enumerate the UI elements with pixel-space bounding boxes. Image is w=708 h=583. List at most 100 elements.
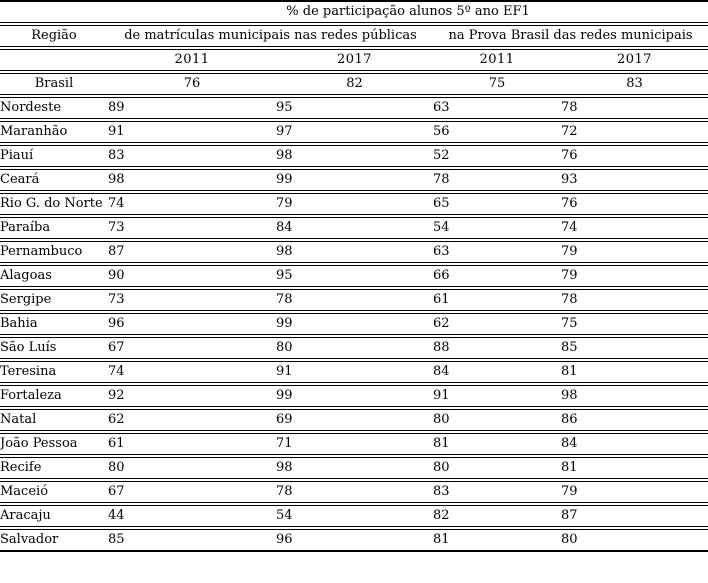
value-cell: 44 — [108, 508, 125, 523]
table-row: João Pessoa 61 71 81 84 — [0, 432, 708, 456]
summary-value-cell: 83 — [626, 76, 643, 91]
title-row: % de participação alunos 5º ano EF1 — [0, 1, 708, 24]
value-cell: 81 — [433, 436, 450, 451]
value-cell: 85 — [108, 532, 125, 547]
table-row: Natal 62 69 80 86 — [0, 408, 708, 432]
region-label: Pernambuco — [0, 244, 83, 259]
value-cell: 98 — [276, 148, 293, 163]
value-cell: 74 — [108, 364, 125, 379]
value-cell: 65 — [433, 196, 450, 211]
value-cell: 80 — [108, 460, 125, 475]
summary-row-brasil: Brasil 76 82 75 83 — [0, 72, 708, 96]
table-row: Pernambuco 87 98 63 79 — [0, 240, 708, 264]
value-cell: 95 — [276, 100, 293, 115]
year-row-spacer — [0, 48, 108, 72]
region-label: Bahia — [0, 316, 38, 331]
value-cell: 72 — [561, 124, 578, 139]
region-label: Salvador — [0, 532, 59, 547]
value-cell: 79 — [276, 196, 293, 211]
value-cell: 80 — [561, 532, 578, 547]
table-row: Aracaju 44 54 82 87 — [0, 504, 708, 528]
region-label: João Pessoa — [0, 436, 78, 451]
table-row: Maranhão 91 97 56 72 — [0, 120, 708, 144]
value-cell: 69 — [276, 412, 293, 427]
value-cell: 87 — [561, 508, 578, 523]
region-label: Piauí — [0, 148, 34, 163]
table-row: Recife 80 98 80 81 — [0, 456, 708, 480]
title-row-spacer — [0, 1, 108, 24]
table-row: Salvador 85 96 81 80 — [0, 528, 708, 551]
value-cell: 67 — [108, 340, 125, 355]
region-label: Alagoas — [0, 268, 52, 283]
value-cell: 96 — [276, 532, 293, 547]
region-label: Maceió — [0, 484, 49, 499]
value-cell: 80 — [276, 340, 293, 355]
year-header-prova-2017: 2017 — [616, 52, 653, 67]
table-row: Maceió 67 78 83 79 — [0, 480, 708, 504]
value-cell: 98 — [561, 388, 578, 403]
region-label: Recife — [0, 460, 42, 475]
value-cell: 99 — [276, 172, 293, 187]
value-cell: 84 — [276, 220, 293, 235]
table-body: Brasil 76 82 75 83 Nordeste 89 95 63 78 Maran… — [0, 72, 708, 551]
value-cell: 93 — [561, 172, 578, 187]
table-row: Sergipe 73 78 61 78 — [0, 288, 708, 312]
value-cell: 61 — [433, 292, 450, 307]
group-header-prova-brasil: na Prova Brasil das redes municipais — [448, 28, 693, 43]
value-cell: 80 — [433, 412, 450, 427]
year-header-matriculas-2011: 2011 — [174, 52, 210, 67]
value-cell: 78 — [561, 100, 578, 115]
region-label: Paraíba — [0, 220, 51, 235]
value-cell: 89 — [108, 100, 125, 115]
table-row: Teresina 74 91 84 81 — [0, 360, 708, 384]
table-row: Alagoas 90 95 66 79 — [0, 264, 708, 288]
value-cell: 63 — [433, 244, 450, 259]
value-cell: 84 — [433, 364, 450, 379]
value-cell: 76 — [561, 196, 578, 211]
value-cell: 76 — [561, 148, 578, 163]
year-header-prova-2011: 2011 — [479, 52, 515, 67]
value-cell: 83 — [108, 148, 125, 163]
region-label: Ceará — [0, 172, 40, 187]
value-cell: 79 — [561, 244, 578, 259]
value-cell: 54 — [433, 220, 450, 235]
summary-row-label: Brasil — [34, 76, 74, 91]
value-cell: 79 — [561, 268, 578, 283]
region-label: São Luís — [0, 340, 57, 355]
value-cell: 62 — [108, 412, 125, 427]
group-header-matriculas: de matrículas municipais nas redes públi… — [124, 28, 417, 43]
value-cell: 88 — [433, 340, 450, 355]
value-cell: 71 — [276, 436, 293, 451]
table-title: % de participação alunos 5º ano EF1 — [286, 4, 530, 19]
value-cell: 62 — [433, 316, 450, 331]
value-cell: 81 — [561, 364, 578, 379]
value-cell: 73 — [108, 220, 125, 235]
value-cell: 84 — [561, 436, 578, 451]
value-cell: 80 — [433, 460, 450, 475]
value-cell: 87 — [108, 244, 125, 259]
table-row: Piauí 83 98 52 76 — [0, 144, 708, 168]
value-cell: 91 — [433, 388, 450, 403]
year-header-row: 2011 2017 2011 2017 — [0, 48, 708, 72]
value-cell: 99 — [276, 388, 293, 403]
value-cell: 81 — [561, 460, 578, 475]
table-row: Bahia 96 99 62 75 — [0, 312, 708, 336]
value-cell: 54 — [276, 508, 293, 523]
region-column-header: Região — [31, 28, 77, 43]
table-row: Nordeste 89 95 63 78 — [0, 96, 708, 120]
value-cell: 98 — [108, 172, 125, 187]
table-row: Paraíba 73 84 54 74 — [0, 216, 708, 240]
value-cell: 95 — [276, 268, 293, 283]
value-cell: 92 — [108, 388, 125, 403]
value-cell: 83 — [433, 484, 450, 499]
value-cell: 99 — [276, 316, 293, 331]
value-cell: 75 — [561, 316, 578, 331]
region-label: Aracaju — [0, 508, 51, 523]
table-row: Ceará 98 99 78 93 — [0, 168, 708, 192]
participation-table: % de participação alunos 5º ano EF1 Regi… — [0, 0, 708, 552]
group-header-row: Região de matrículas municipais nas rede… — [0, 24, 708, 48]
region-label: Nordeste — [0, 100, 62, 115]
region-label: Teresina — [0, 364, 57, 379]
value-cell: 81 — [433, 532, 450, 547]
value-cell: 79 — [561, 484, 578, 499]
